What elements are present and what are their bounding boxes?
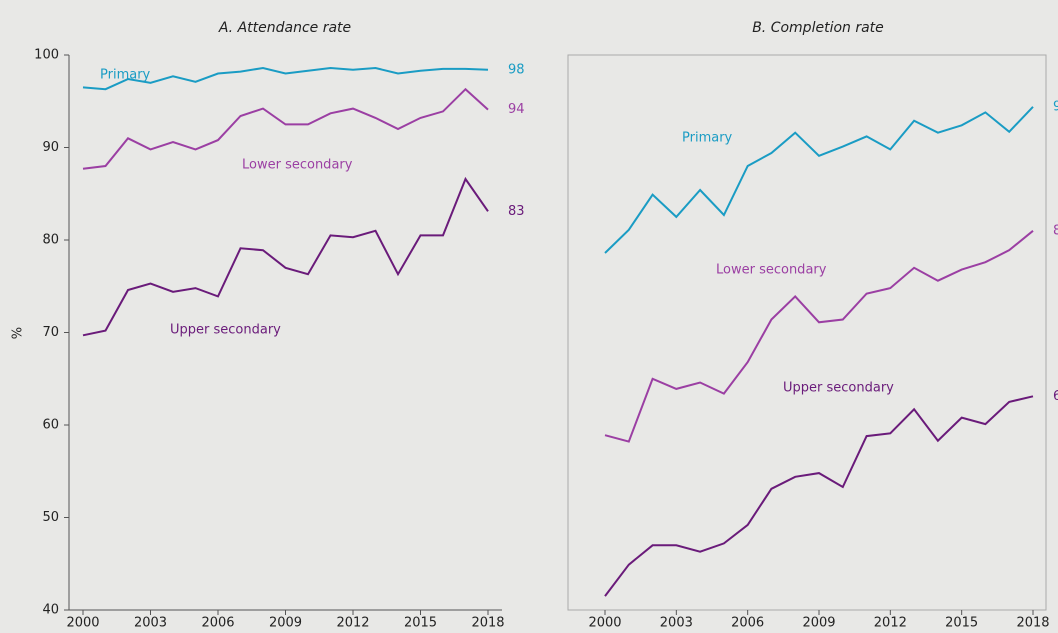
x-tick-label: 2003: [660, 616, 693, 631]
x-tick-label: 2015: [945, 616, 978, 631]
y-tick-label: 40: [42, 603, 59, 618]
series-line: [604, 230, 1034, 443]
series-label: Primary: [100, 68, 151, 83]
y-axis-label: %: [11, 327, 26, 339]
series-line: [604, 106, 1034, 254]
x-tick-label: 2006: [731, 616, 764, 631]
plot-frame: [567, 54, 1047, 611]
x-tick-label: 2000: [66, 616, 99, 631]
y-tick-label: 90: [42, 140, 59, 155]
value-label: 94: [1053, 99, 1058, 114]
y-tick-label: 80: [42, 233, 59, 248]
y-tick-label: 50: [42, 510, 59, 525]
x-tick-label: 2009: [802, 616, 835, 631]
x-tick-label: 2015: [404, 616, 437, 631]
series-line: [82, 176, 489, 337]
value-label: 81: [1053, 223, 1058, 238]
value-label: 83: [508, 204, 525, 219]
x-tick-label: 2018: [1016, 616, 1049, 631]
chart-title: B. Completion rate: [752, 20, 884, 36]
series-label: Lower secondary: [716, 263, 827, 278]
x-tick-label: 2012: [336, 616, 369, 631]
y-tick-label: 100: [34, 48, 59, 63]
value-label: 98: [508, 62, 525, 77]
x-tick-label: 2009: [269, 616, 302, 631]
y-tick-label: 60: [42, 418, 59, 433]
value-label: 94: [508, 102, 525, 117]
y-tick-label: 70: [42, 325, 59, 340]
x-tick-label: 2003: [134, 616, 167, 631]
series-label: Primary: [682, 131, 733, 146]
series-line: [82, 66, 489, 91]
series-label: Lower secondary: [242, 158, 353, 173]
series-label: Upper secondary: [170, 323, 281, 338]
chart-title: A. Attendance rate: [218, 20, 351, 36]
series-line: [82, 87, 489, 170]
x-tick-label: 2018: [471, 616, 504, 631]
x-tick-label: 2000: [588, 616, 621, 631]
x-tick-label: 2012: [874, 616, 907, 631]
series-line: [604, 395, 1034, 597]
x-tick-label: 2006: [201, 616, 234, 631]
value-label: 63: [1053, 389, 1058, 404]
series-label: Upper secondary: [783, 381, 894, 396]
